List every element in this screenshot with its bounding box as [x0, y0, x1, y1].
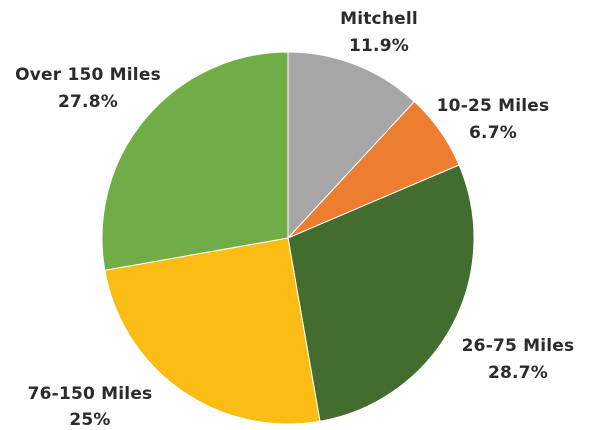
pie-slice-mitchell — [287, 51, 416, 240]
label-76-150-value: 25% — [69, 410, 110, 430]
label-76-150-name: 76-150 Miles — [28, 384, 153, 404]
label-over-150-name: Over 150 Miles — [15, 65, 161, 85]
label-mitchell-value: 11.9% — [349, 36, 409, 56]
label-26-75-value: 28.7% — [488, 363, 548, 383]
label-10-25-value: 6.7% — [469, 123, 517, 143]
pie-slice-76-150-miles — [104, 237, 321, 425]
label-over-150-value: 27.8% — [58, 92, 118, 112]
label-26-75-name: 26-75 Miles — [462, 336, 575, 356]
label-10-25-name: 10-25 Miles — [437, 96, 550, 116]
label-mitchell-name: Mitchell — [340, 9, 418, 29]
pie-slice-over-150-miles — [101, 51, 289, 271]
pie-slices — [101, 51, 475, 425]
pie-slice-26-75-miles — [287, 164, 475, 422]
pie-labels: Mitchell 11.9% 10-25 Miles 6.7% 26-75 Mi… — [15, 9, 574, 430]
